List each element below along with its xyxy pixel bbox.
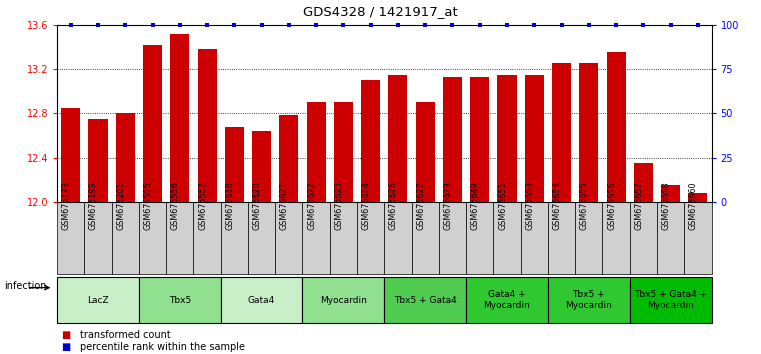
Text: GSM675656: GSM675656 xyxy=(607,181,616,230)
Bar xyxy=(57,202,84,274)
Bar xyxy=(166,202,193,274)
Text: GSM675620: GSM675620 xyxy=(253,181,262,230)
Text: GSM675651: GSM675651 xyxy=(498,181,507,230)
Bar xyxy=(193,202,221,274)
Bar xyxy=(525,75,544,202)
Bar xyxy=(552,63,571,202)
Bar xyxy=(84,202,112,274)
Bar xyxy=(334,102,353,202)
Text: GSM675624: GSM675624 xyxy=(361,181,371,230)
Bar xyxy=(143,45,162,202)
Bar xyxy=(248,202,275,274)
Bar xyxy=(116,113,135,202)
Bar xyxy=(630,202,657,274)
Text: GSM675654: GSM675654 xyxy=(552,181,562,230)
Bar xyxy=(384,277,466,323)
Bar xyxy=(470,77,489,202)
Text: GSM675658: GSM675658 xyxy=(661,181,670,230)
Bar xyxy=(548,202,575,274)
Text: GSM675173: GSM675173 xyxy=(62,181,71,230)
Bar xyxy=(170,34,189,202)
Text: Gata4: Gata4 xyxy=(248,296,275,304)
Text: Tbx5 + Gata4 +
Myocardin: Tbx5 + Gata4 + Myocardin xyxy=(634,290,707,310)
Bar xyxy=(579,63,598,202)
Bar xyxy=(498,75,517,202)
Bar xyxy=(88,119,107,202)
Bar xyxy=(439,202,466,274)
Text: infection: infection xyxy=(4,281,46,291)
Bar xyxy=(275,202,303,274)
Text: Tbx5: Tbx5 xyxy=(169,296,191,304)
Text: Myocardin: Myocardin xyxy=(320,296,367,304)
Text: GSM675629: GSM675629 xyxy=(444,181,453,230)
Bar xyxy=(684,202,712,274)
Bar xyxy=(388,75,407,202)
Bar xyxy=(630,277,712,323)
Bar xyxy=(307,102,326,202)
Bar xyxy=(416,102,435,202)
Text: percentile rank within the sample: percentile rank within the sample xyxy=(80,342,245,352)
Text: GSM675657: GSM675657 xyxy=(635,181,643,230)
Bar xyxy=(303,277,384,323)
Bar xyxy=(384,202,412,274)
Bar xyxy=(279,115,298,202)
Text: LacZ: LacZ xyxy=(88,296,109,304)
Text: Tbx5 +
Myocardin: Tbx5 + Myocardin xyxy=(565,290,613,310)
Text: GSM675627: GSM675627 xyxy=(416,181,425,230)
Bar xyxy=(575,202,603,274)
Bar xyxy=(221,277,303,323)
Text: GSM675653: GSM675653 xyxy=(525,181,534,230)
Bar xyxy=(603,202,630,274)
Text: GSM675622: GSM675622 xyxy=(307,181,316,230)
Bar xyxy=(607,52,626,202)
Bar xyxy=(689,193,708,202)
Bar xyxy=(548,277,630,323)
Bar xyxy=(139,277,221,323)
Bar xyxy=(57,277,139,323)
Bar xyxy=(224,127,244,202)
Bar xyxy=(252,131,271,202)
Bar xyxy=(521,202,548,274)
Text: Tbx5 + Gata4: Tbx5 + Gata4 xyxy=(394,296,457,304)
Text: ■: ■ xyxy=(61,330,70,339)
Bar xyxy=(112,202,139,274)
Bar xyxy=(61,108,80,202)
Bar xyxy=(493,202,521,274)
Bar xyxy=(330,202,357,274)
Bar xyxy=(221,202,248,274)
Text: GDS4328 / 1421917_at: GDS4328 / 1421917_at xyxy=(303,5,458,18)
Text: GSM675649: GSM675649 xyxy=(471,181,479,230)
Text: GSM675618: GSM675618 xyxy=(225,181,234,230)
Bar xyxy=(661,185,680,202)
Text: transformed count: transformed count xyxy=(80,330,170,339)
Bar xyxy=(139,202,166,274)
Bar xyxy=(657,202,684,274)
Text: GSM675626: GSM675626 xyxy=(389,181,398,230)
Bar xyxy=(357,202,384,274)
Text: GSM675621: GSM675621 xyxy=(280,181,289,230)
Bar xyxy=(634,163,653,202)
Bar xyxy=(466,202,493,274)
Text: GSM675660: GSM675660 xyxy=(689,181,698,230)
Text: Gata4 +
Myocardin: Gata4 + Myocardin xyxy=(483,290,530,310)
Text: GSM675199: GSM675199 xyxy=(89,181,98,230)
Bar xyxy=(198,49,217,202)
Text: GSM675655: GSM675655 xyxy=(580,181,589,230)
Text: ■: ■ xyxy=(61,342,70,352)
Bar xyxy=(466,277,548,323)
Bar xyxy=(443,77,462,202)
Bar xyxy=(361,80,380,202)
Text: GSM675557: GSM675557 xyxy=(198,181,207,230)
Bar xyxy=(303,202,330,274)
Text: GSM675555: GSM675555 xyxy=(144,181,152,230)
Bar xyxy=(412,202,439,274)
Text: GSM675556: GSM675556 xyxy=(170,181,180,230)
Text: GSM675623: GSM675623 xyxy=(334,181,343,230)
Text: GSM675201: GSM675201 xyxy=(116,181,126,230)
